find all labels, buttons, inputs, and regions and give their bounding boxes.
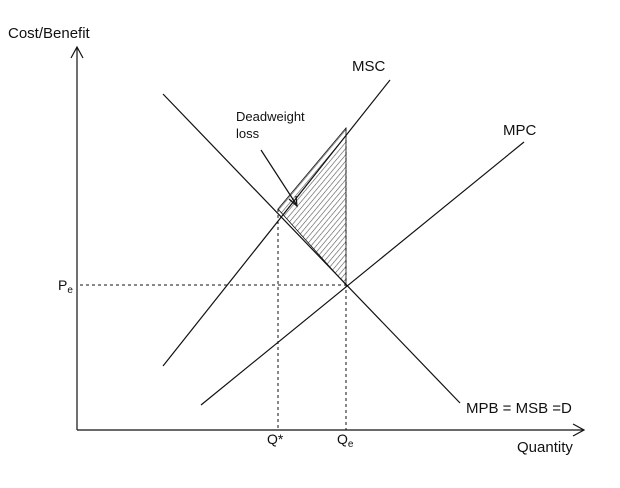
- mpc-label: MPC: [503, 122, 537, 139]
- msc-curve: [162, 79, 391, 367]
- price-label: Pe: [58, 277, 73, 296]
- qe-label: Qe: [337, 431, 354, 450]
- dwl-label-line2: loss: [236, 126, 260, 141]
- dwl-pointer-head: [288, 195, 298, 208]
- price-label-main: P: [58, 277, 67, 293]
- price-label-sub: e: [67, 285, 73, 296]
- demand-curve: [162, 93, 461, 404]
- dwl-pointer: [260, 149, 297, 205]
- y-axis-arrow: [70, 45, 84, 59]
- msc-label: MSC: [352, 58, 386, 75]
- deadweight-loss-area: [277, 126, 347, 287]
- x-axis-label: Quantity: [517, 439, 573, 456]
- dwl-label-line1: Deadweight: [236, 109, 305, 124]
- x-axis-arrow: [572, 423, 586, 437]
- qe-label-main: Q: [337, 431, 348, 447]
- demand-label: MPB = MSB =D: [466, 400, 572, 417]
- y-axis-label: Cost/Benefit: [8, 25, 91, 42]
- q-star-label: Q*: [267, 431, 284, 447]
- mpc-curve: [200, 141, 525, 406]
- qe-label-sub: e: [348, 439, 354, 450]
